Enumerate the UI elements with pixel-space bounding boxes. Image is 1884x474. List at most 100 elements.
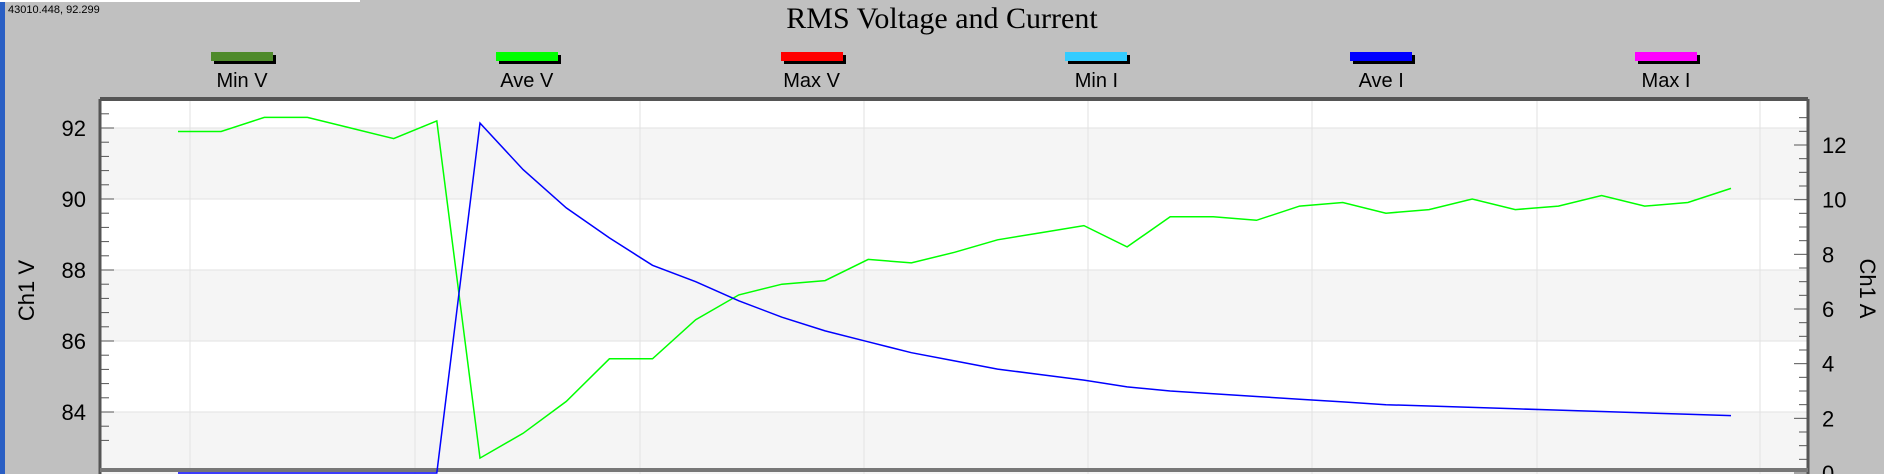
series-line-ave-v [178, 116, 1732, 460]
left-tick-label-86: 86 [62, 329, 86, 354]
data-point-ave-i [867, 341, 869, 343]
legend-swatch-min-v [211, 52, 273, 61]
left-tick-label-90: 90 [62, 187, 86, 212]
data-point-ave-v [609, 358, 611, 360]
data-point-ave-i [997, 368, 999, 370]
data-point-ave-v [177, 131, 179, 133]
data-point-ave-v [1040, 232, 1042, 234]
right-tick-label-6: 6 [1822, 297, 1834, 322]
data-point-ave-i [911, 352, 913, 354]
legend-swatch-max-v [780, 52, 843, 61]
data-point-ave-v [997, 239, 999, 241]
grid-band [100, 412, 1808, 474]
data-point-ave-v [220, 131, 222, 133]
data-point-ave-i [1687, 413, 1689, 415]
data-point-ave-v [695, 319, 697, 321]
data-point-ave-i [1644, 412, 1646, 414]
right-tick-label-10: 10 [1822, 188, 1846, 213]
data-point-ave-i [566, 207, 568, 209]
data-point-ave-v [1730, 188, 1732, 190]
data-point-ave-i [1730, 415, 1732, 417]
data-point-ave-v [1213, 216, 1215, 218]
data-point-ave-v [566, 401, 568, 403]
cursor-coordinate-readout: 43010.448, 92.299 [8, 4, 100, 16]
data-point-ave-i [1299, 398, 1301, 400]
data-point-ave-i [609, 237, 611, 239]
data-point-ave-i [824, 330, 826, 332]
window-left-border [0, 0, 5, 474]
data-point-ave-v [1515, 209, 1517, 211]
legend-swatch-min-i [1065, 52, 1128, 61]
left-axis-title: Ch1 V [14, 260, 39, 321]
data-point-ave-i [652, 265, 654, 267]
data-point-ave-v [1385, 212, 1387, 214]
data-point-ave-v [954, 252, 956, 254]
data-point-ave-v [1471, 198, 1473, 200]
left-tick-label-84: 84 [62, 400, 86, 425]
right-tick-label-0: 0 [1822, 461, 1834, 474]
data-point-ave-v [307, 117, 309, 119]
data-point-ave-v [1601, 195, 1603, 197]
data-point-ave-i [738, 300, 740, 302]
right-tick-label-8: 8 [1822, 242, 1834, 267]
legend-label-ave-v: Ave V [500, 70, 554, 92]
series-group [177, 116, 1732, 474]
data-point-ave-v [1558, 205, 1560, 207]
data-point-ave-i [1515, 408, 1517, 410]
right-tick-label-12: 12 [1822, 133, 1846, 158]
legend-label-min-v: Min V [216, 70, 268, 92]
chart-legend: Min V Ave V Max V Min I Ave I Max I [0, 52, 1884, 97]
data-point-ave-v [1256, 220, 1258, 222]
data-point-ave-v [867, 259, 869, 261]
data-point-ave-v [1083, 225, 1085, 227]
right-tick-label-2: 2 [1822, 406, 1834, 431]
data-point-ave-v [911, 262, 913, 264]
data-point-ave-v [479, 457, 481, 459]
legend-swatch-ave-i [1350, 52, 1413, 61]
legend-swatch-ave-v [495, 52, 558, 61]
data-point-ave-v [781, 283, 783, 285]
grid-band [100, 270, 1808, 341]
data-point-ave-i [1083, 379, 1085, 381]
data-point-ave-i [1428, 405, 1430, 407]
legend-swatch-max-i [1635, 52, 1697, 61]
data-point-ave-v [350, 127, 352, 129]
data-point-ave-v [522, 433, 524, 435]
legend-label-max-i: Max I [1641, 70, 1691, 92]
data-point-ave-v [264, 117, 266, 119]
legend-label-max-v: Max V [783, 70, 840, 92]
data-point-ave-v [1126, 246, 1128, 248]
data-point-ave-i [1558, 409, 1560, 411]
data-point-ave-i [954, 360, 956, 362]
data-point-ave-i [1601, 411, 1603, 413]
data-point-ave-i [695, 281, 697, 283]
data-point-ave-i [1471, 407, 1473, 409]
data-point-ave-v [1342, 202, 1344, 204]
data-point-ave-v [393, 138, 395, 140]
data-point-ave-v [738, 294, 740, 296]
data-point-ave-i [1385, 404, 1387, 406]
left-tick-label-92: 92 [62, 116, 86, 141]
series-line-ave-i [178, 121, 1732, 474]
data-point-ave-v [1687, 202, 1689, 204]
data-point-ave-v [1299, 205, 1301, 207]
legend-label-min-i: Min I [1074, 70, 1119, 92]
grid-band [100, 128, 1808, 199]
data-point-ave-i [1256, 396, 1258, 398]
data-point-ave-v [1428, 209, 1430, 211]
window-top-border [0, 0, 360, 2]
data-point-ave-v [436, 120, 438, 122]
chart-title: RMS Voltage and Current [786, 2, 1098, 35]
data-point-ave-i [479, 122, 481, 124]
data-point-ave-i [522, 169, 524, 171]
data-point-ave-i [781, 316, 783, 318]
data-point-ave-i [1126, 386, 1128, 388]
legend-label-ave-i: Ave I [1358, 70, 1404, 92]
data-point-ave-v [824, 280, 826, 282]
data-point-ave-i [1213, 393, 1215, 395]
data-point-ave-v [652, 358, 654, 360]
data-point-ave-i [1342, 401, 1344, 403]
data-point-ave-i [1169, 390, 1171, 392]
data-point-ave-i [1040, 374, 1042, 376]
